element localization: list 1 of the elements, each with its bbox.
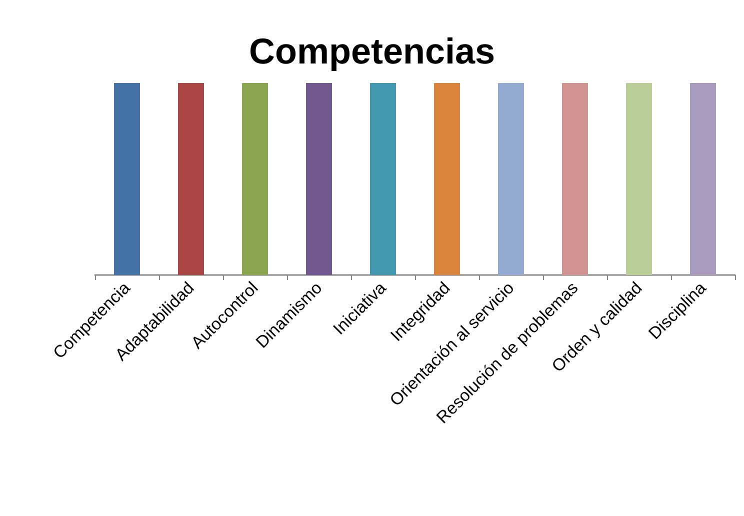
chart-title: Competencias <box>248 30 496 72</box>
